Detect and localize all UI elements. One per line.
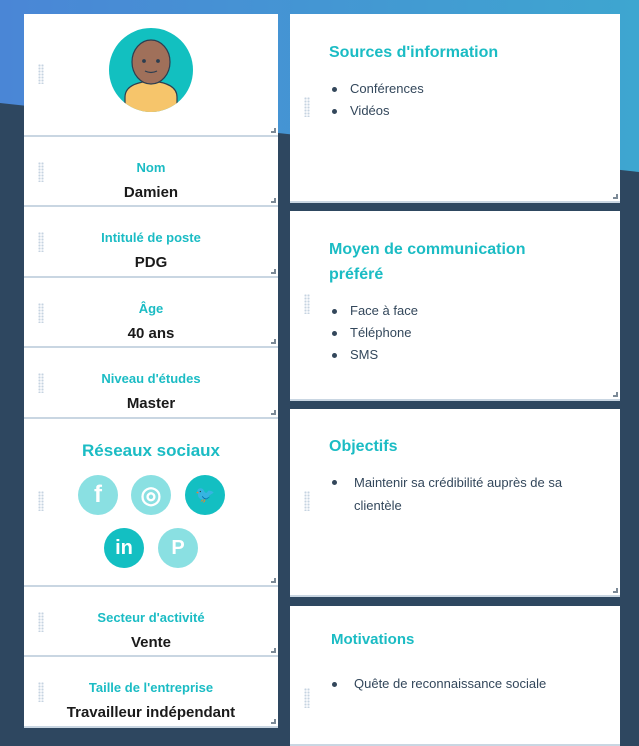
field-label: Âge	[138, 301, 164, 316]
avatar	[109, 28, 193, 112]
facebook-icon[interactable]: f	[78, 475, 118, 515]
field-education[interactable]: Niveau d'études Master	[24, 348, 278, 419]
list-item: Face à face	[332, 300, 600, 322]
resize-handle-icon[interactable]	[613, 392, 618, 397]
resize-handle-icon[interactable]	[271, 269, 276, 274]
section-title: Motivations	[331, 631, 415, 648]
field-label: Taille de l'entreprise	[88, 680, 214, 695]
drag-handle-icon[interactable]	[38, 491, 44, 511]
linkedin-icon[interactable]: in	[104, 528, 144, 568]
list-item: Téléphone	[332, 322, 600, 344]
list-item: Maintenir sa crédibilité auprès de sa cl…	[332, 471, 580, 517]
field-job-title[interactable]: Intitulé de poste PDG	[24, 207, 278, 278]
twitter-icon[interactable]: 🐦	[185, 475, 225, 515]
list-item: Conférences	[332, 78, 600, 100]
section-objectives[interactable]: Objectifs Maintenir sa crédibilité auprè…	[290, 409, 620, 597]
list-item: Vidéos	[332, 100, 600, 122]
drag-handle-icon[interactable]	[38, 373, 44, 393]
field-label: Intitulé de poste	[101, 230, 201, 245]
pinterest-icon[interactable]: P	[158, 528, 198, 568]
drag-handle-icon[interactable]	[38, 162, 44, 182]
field-value: Travailleur indépendant	[66, 704, 236, 721]
field-nom[interactable]: Nom Damien	[24, 137, 278, 207]
drag-handle-icon[interactable]	[38, 303, 44, 323]
list-item: Quête de reconnaissance sociale	[332, 673, 600, 695]
field-age[interactable]: Âge 40 ans	[24, 278, 278, 348]
field-value: Master	[126, 395, 176, 412]
drag-handle-icon[interactable]	[304, 491, 310, 511]
resize-handle-icon[interactable]	[613, 588, 618, 593]
social-title: Réseaux sociaux	[82, 441, 220, 460]
field-label: Niveau d'études	[101, 371, 201, 386]
drag-handle-icon[interactable]	[38, 64, 44, 84]
drag-handle-icon[interactable]	[304, 688, 310, 708]
field-label: Nom	[136, 160, 166, 175]
section-motivations[interactable]: Motivations Quête de reconnaissance soci…	[290, 606, 620, 746]
section-list: Quête de reconnaissance sociale	[332, 673, 600, 695]
avatar-card[interactable]	[24, 14, 278, 137]
resize-handle-icon[interactable]	[271, 198, 276, 203]
field-company-size[interactable]: Taille de l'entreprise Travailleur indép…	[24, 657, 278, 728]
section-list: Maintenir sa crédibilité auprès de sa cl…	[332, 471, 580, 517]
resize-handle-icon[interactable]	[271, 719, 276, 724]
resize-handle-icon[interactable]	[271, 128, 276, 133]
section-communication[interactable]: Moyen de communication préféré Face à fa…	[290, 211, 620, 401]
field-value: Damien	[123, 184, 179, 201]
field-value: 40 ans	[127, 325, 175, 342]
field-value: PDG	[134, 254, 168, 271]
field-sector[interactable]: Secteur d'activité Vente	[24, 587, 278, 657]
section-list: Face à face Téléphone SMS	[332, 300, 600, 366]
resize-handle-icon[interactable]	[271, 339, 276, 344]
section-information-sources[interactable]: Sources d'information Conférences Vidéos	[290, 14, 620, 203]
section-title: Objectifs	[329, 438, 398, 455]
drag-handle-icon[interactable]	[38, 612, 44, 632]
field-label: Secteur d'activité	[97, 610, 205, 625]
drag-handle-icon[interactable]	[38, 682, 44, 702]
resize-handle-icon[interactable]	[271, 648, 276, 653]
drag-handle-icon[interactable]	[304, 294, 310, 314]
resize-handle-icon[interactable]	[271, 410, 276, 415]
section-title: Moyen de communication préféré	[329, 241, 526, 283]
list-item: SMS	[332, 344, 600, 366]
drag-handle-icon[interactable]	[38, 232, 44, 252]
section-list: Conférences Vidéos	[332, 78, 600, 122]
resize-handle-icon[interactable]	[271, 578, 276, 583]
section-title: Sources d'information	[329, 44, 499, 61]
field-value: Vente	[130, 634, 172, 651]
resize-handle-icon[interactable]	[613, 194, 618, 199]
instagram-icon[interactable]: ◎	[131, 475, 171, 515]
drag-handle-icon[interactable]	[304, 97, 310, 117]
social-card[interactable]: Réseaux sociaux f ◎ 🐦 in P	[24, 419, 278, 587]
